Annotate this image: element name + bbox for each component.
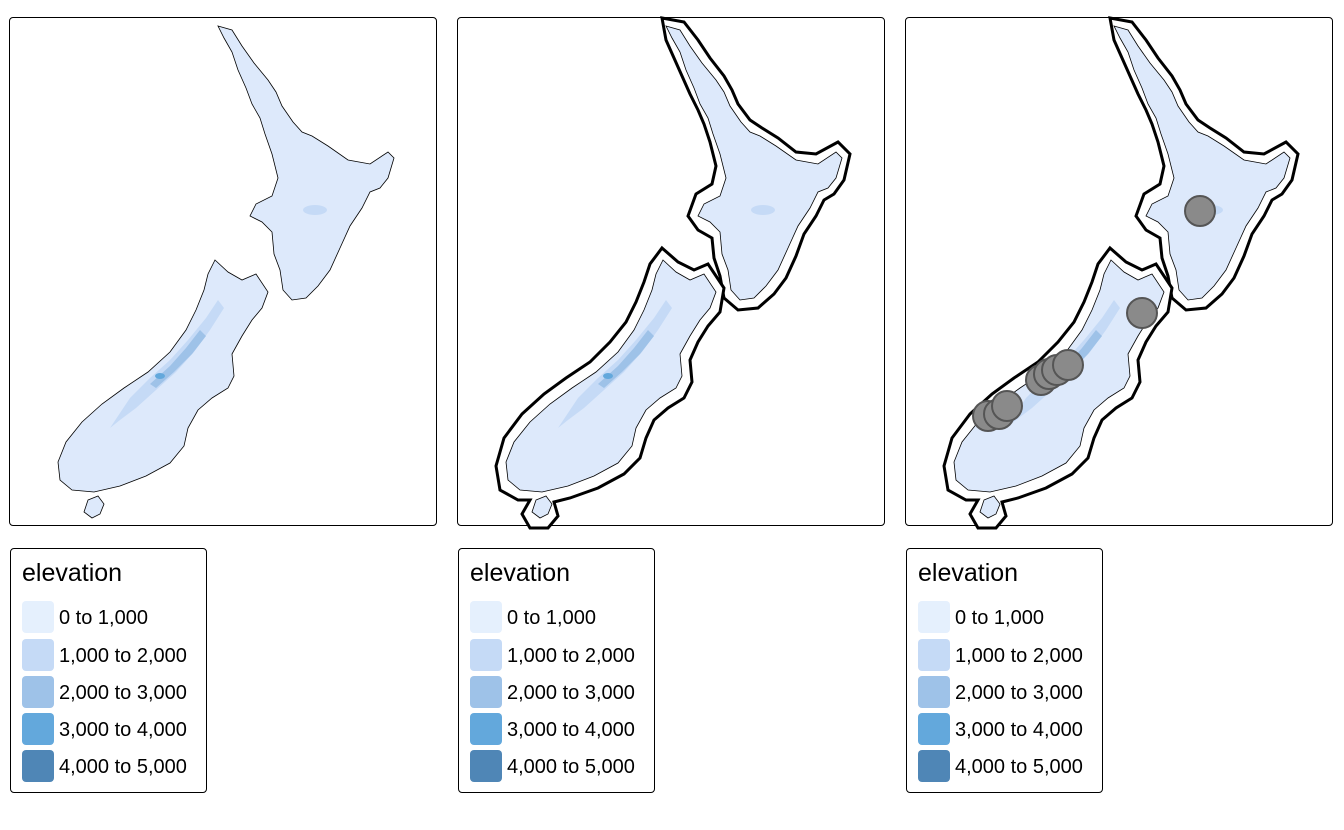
legend-title: elevation xyxy=(470,559,570,588)
map-svg-3 xyxy=(906,18,1334,527)
map-panel-3 xyxy=(905,17,1333,526)
legend-label: 3,000 to 4,000 xyxy=(59,719,187,742)
legend-label: 0 to 1,000 xyxy=(955,607,1044,630)
stewart-island xyxy=(84,496,104,518)
legend-item: 4,000 to 5,000 xyxy=(918,750,1098,782)
legend-label: 1,000 to 2,000 xyxy=(507,645,635,668)
legend-swatch xyxy=(22,750,54,782)
legend-item: 1,000 to 2,000 xyxy=(918,639,1098,671)
legend-title: elevation xyxy=(22,559,122,588)
legend-swatch xyxy=(470,601,502,633)
legend-item: 2,000 to 3,000 xyxy=(22,676,202,708)
legend-title: elevation xyxy=(918,559,1018,588)
legend-swatch xyxy=(470,639,502,671)
north-island xyxy=(218,26,394,300)
legend-swatch xyxy=(918,750,950,782)
legend-item: 0 to 1,000 xyxy=(918,601,1098,633)
map-panel-2 xyxy=(457,17,885,526)
peak-point xyxy=(992,391,1022,421)
legend-item: 3,000 to 4,000 xyxy=(470,713,650,745)
legend-swatch xyxy=(918,713,950,745)
peak-point xyxy=(1053,350,1083,380)
legend-label: 2,000 to 3,000 xyxy=(59,682,187,705)
legend-label: 0 to 1,000 xyxy=(59,607,148,630)
legend-label: 4,000 to 5,000 xyxy=(955,756,1083,779)
legend-swatch xyxy=(22,639,54,671)
legend-2: elevation 0 to 1,000 1,000 to 2,000 2,00… xyxy=(458,548,655,793)
legend-item: 1,000 to 2,000 xyxy=(22,639,202,671)
map-panel-1 xyxy=(9,17,437,526)
peak-point xyxy=(1185,196,1215,226)
central-plateau-elevation xyxy=(303,205,327,215)
legend-swatch xyxy=(22,601,54,633)
central-plateau-elevation xyxy=(751,205,775,215)
legend-swatch xyxy=(22,676,54,708)
map-svg-2 xyxy=(458,18,886,527)
legend-label: 2,000 to 3,000 xyxy=(507,682,635,705)
legend-label: 0 to 1,000 xyxy=(507,607,596,630)
legend-label: 4,000 to 5,000 xyxy=(59,756,187,779)
legend-item: 3,000 to 4,000 xyxy=(22,713,202,745)
legend-swatch xyxy=(918,601,950,633)
legend-item: 2,000 to 3,000 xyxy=(470,676,650,708)
legend-item: 0 to 1,000 xyxy=(22,601,202,633)
legend-label: 1,000 to 2,000 xyxy=(955,645,1083,668)
legend-label: 4,000 to 5,000 xyxy=(507,756,635,779)
peak-point xyxy=(1127,298,1157,328)
legend-item: 2,000 to 3,000 xyxy=(918,676,1098,708)
legend-item: 0 to 1,000 xyxy=(470,601,650,633)
legend-swatch xyxy=(918,639,950,671)
legend-item: 4,000 to 5,000 xyxy=(470,750,650,782)
map-svg-1 xyxy=(10,18,438,527)
legend-swatch xyxy=(470,750,502,782)
legend-label: 3,000 to 4,000 xyxy=(955,719,1083,742)
legend-item: 1,000 to 2,000 xyxy=(470,639,650,671)
legend-label: 2,000 to 3,000 xyxy=(955,682,1083,705)
legend-swatch xyxy=(918,676,950,708)
legend-1: elevation 0 to 1,000 1,000 to 2,000 2,00… xyxy=(10,548,207,793)
legend-3: elevation 0 to 1,000 1,000 to 2,000 2,00… xyxy=(906,548,1103,793)
legend-item: 3,000 to 4,000 xyxy=(918,713,1098,745)
legend-swatch xyxy=(470,713,502,745)
legend-swatch xyxy=(22,713,54,745)
legend-swatch xyxy=(470,676,502,708)
legend-label: 3,000 to 4,000 xyxy=(507,719,635,742)
legend-item: 4,000 to 5,000 xyxy=(22,750,202,782)
legend-label: 1,000 to 2,000 xyxy=(59,645,187,668)
